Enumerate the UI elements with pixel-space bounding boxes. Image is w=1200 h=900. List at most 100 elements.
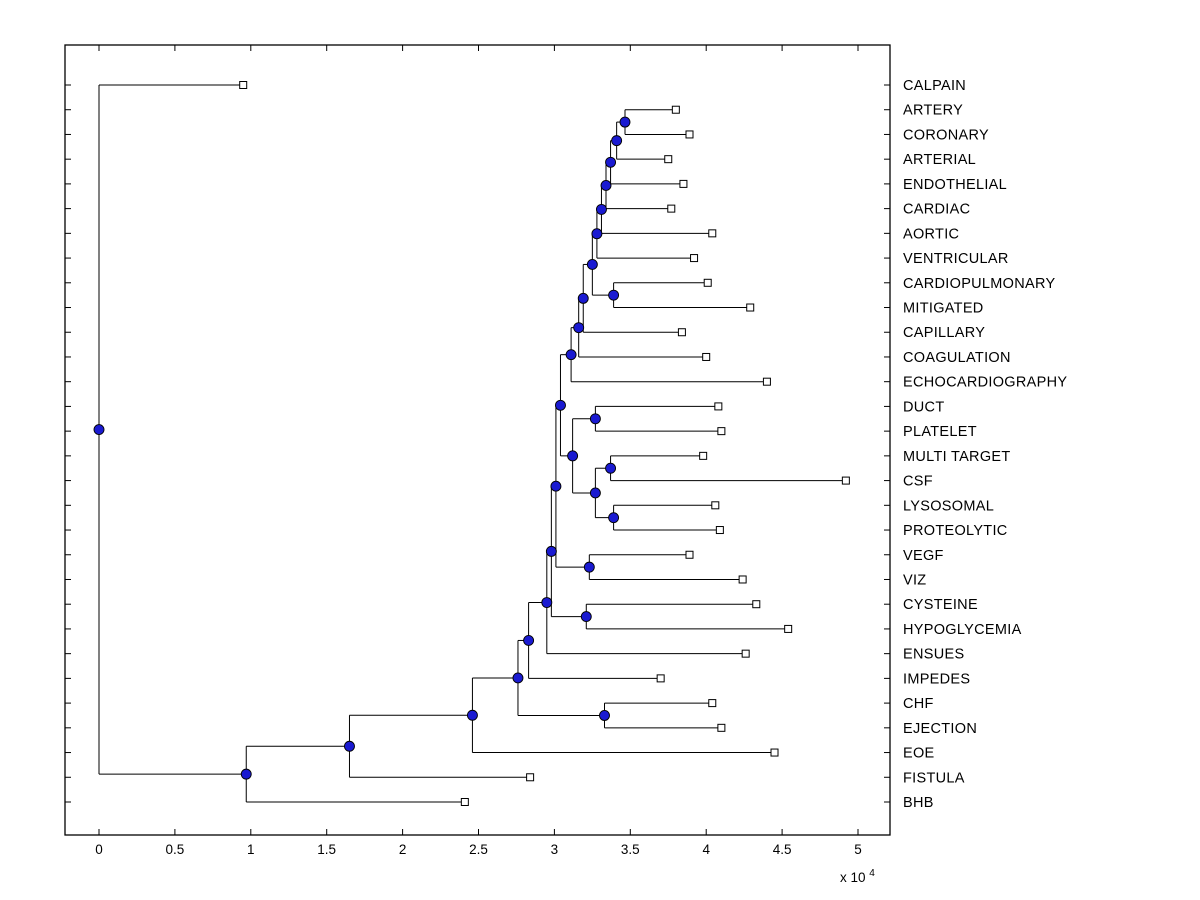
x-tick-label: 3.5: [621, 842, 640, 857]
leaf-node-marker[interactable]: [526, 773, 535, 782]
leaf-label: VIZ: [903, 572, 926, 588]
branch-node-marker[interactable]: [611, 135, 623, 147]
branch-node-marker[interactable]: [596, 203, 607, 215]
branch-node-marker[interactable]: [600, 179, 612, 191]
leaf-node-marker[interactable]: [738, 575, 747, 584]
branch-node-marker[interactable]: [93, 424, 105, 436]
leaf-label: ECHOCARDIOGRAPHY: [903, 375, 1067, 391]
leaf-node-marker[interactable]: [717, 723, 726, 732]
leaf-node-marker[interactable]: [711, 501, 720, 510]
leaf-label: BHB: [903, 795, 934, 811]
leaf-node-marker[interactable]: [664, 155, 673, 164]
branch-node-marker[interactable]: [512, 672, 524, 684]
leaf-label: EOE: [903, 746, 935, 762]
branch-node-marker[interactable]: [567, 450, 579, 462]
leaf-node-marker[interactable]: [671, 105, 680, 114]
leaf-label: CARDIOPULMONARY: [903, 276, 1056, 292]
leaf-node-marker[interactable]: [460, 797, 469, 806]
leaf-label: DUCT: [903, 399, 944, 415]
branch-node-marker[interactable]: [573, 322, 585, 334]
leaf-node-marker[interactable]: [239, 81, 248, 89]
leaf-node-marker[interactable]: [667, 204, 676, 213]
leaf-label: EJECTION: [903, 721, 977, 737]
axis-exponent-label: x 10 4: [840, 868, 875, 885]
branch-node-marker[interactable]: [599, 710, 610, 721]
branch-node-marker[interactable]: [583, 561, 595, 573]
x-tick-label: 3: [551, 842, 559, 857]
x-tick-label: 4.5: [773, 842, 792, 857]
leaf-label: AORTIC: [903, 226, 959, 242]
leaf-node-marker[interactable]: [708, 699, 717, 708]
branch-node-marker[interactable]: [619, 116, 631, 128]
leaf-node-marker[interactable]: [679, 179, 688, 188]
leaf-label: FISTULA: [903, 770, 965, 786]
leaf-node-marker[interactable]: [841, 476, 850, 485]
branch-node-marker[interactable]: [591, 228, 603, 240]
branch-node-marker[interactable]: [550, 480, 562, 492]
branch-node-marker[interactable]: [580, 611, 592, 623]
leaf-node-marker[interactable]: [690, 254, 699, 263]
leaf-label: CYSTEINE: [903, 597, 978, 613]
branch-node-marker[interactable]: [605, 462, 617, 474]
leaf-node-marker[interactable]: [703, 278, 712, 287]
branch-node-marker[interactable]: [605, 156, 617, 168]
leaf-label: ARTERIAL: [903, 152, 976, 168]
x-tick-label: 1: [247, 842, 255, 857]
leaf-node-marker[interactable]: [715, 526, 724, 535]
leaf-label: MITIGATED: [903, 301, 984, 317]
x-tick-label: 0: [95, 842, 103, 857]
branch-node-marker[interactable]: [565, 349, 577, 361]
leaf-label: VEGF: [903, 548, 944, 564]
branch-node-marker[interactable]: [577, 292, 589, 304]
leaf-label: HYPOGLYCEMIA: [903, 622, 1022, 638]
leaf-label: LYSOSOMAL: [903, 498, 994, 514]
x-tick-label: 2.5: [469, 842, 488, 857]
leaf-node-marker[interactable]: [752, 600, 761, 609]
leaf-label: MULTI TARGET: [903, 449, 1011, 465]
branch-node-marker[interactable]: [555, 399, 566, 411]
branch-node-marker[interactable]: [545, 545, 557, 557]
leaf-node-marker[interactable]: [685, 550, 694, 559]
leaf-node-marker[interactable]: [770, 748, 779, 757]
leaf-node-marker[interactable]: [741, 649, 750, 658]
leaf-node-marker[interactable]: [685, 130, 694, 139]
leaf-label: CORONARY: [903, 127, 989, 143]
leaf-label: VENTRICULAR: [903, 251, 1009, 267]
branch-node-marker[interactable]: [608, 512, 620, 524]
leaf-node-marker[interactable]: [784, 624, 793, 633]
branch-node-marker[interactable]: [344, 740, 355, 752]
axes-frame: [64, 44, 891, 836]
leaf-label: ARTERY: [903, 103, 963, 119]
x-tick-label: 1.5: [317, 842, 336, 857]
leaf-node-marker[interactable]: [714, 402, 723, 411]
branch-node-marker[interactable]: [523, 634, 535, 646]
branch-node-marker[interactable]: [608, 289, 620, 301]
leaf-label: ENSUES: [903, 647, 964, 663]
leaf-node-marker[interactable]: [702, 352, 711, 361]
leaf-node-marker[interactable]: [717, 427, 726, 436]
leaf-node-marker[interactable]: [746, 303, 755, 312]
leaf-label: COAGULATION: [903, 350, 1011, 366]
leaf-node-marker[interactable]: [699, 451, 708, 460]
branch-node-marker[interactable]: [466, 709, 478, 721]
x-tick-label: 5: [854, 842, 862, 857]
x-tick-label: 0.5: [166, 842, 185, 857]
branch-node-marker[interactable]: [541, 597, 553, 608]
branch-node-marker[interactable]: [240, 768, 252, 780]
leaf-node-marker[interactable]: [708, 229, 717, 238]
leaf-node-marker[interactable]: [762, 377, 771, 386]
branch-node-marker[interactable]: [586, 258, 598, 270]
leaf-label: PLATELET: [903, 424, 977, 440]
branch-node-marker[interactable]: [589, 487, 601, 499]
x-tick-label: 4: [702, 842, 710, 857]
x-tick-label: 2: [399, 842, 407, 857]
leaf-label: ENDOTHELIAL: [903, 177, 1007, 193]
branch-node-marker[interactable]: [589, 413, 601, 425]
leaf-label: CHF: [903, 696, 934, 712]
leaf-label: IMPEDES: [903, 671, 970, 687]
leaf-label: CALPAIN: [903, 78, 966, 94]
leaf-node-marker[interactable]: [677, 328, 686, 337]
leaf-node-marker[interactable]: [656, 674, 665, 683]
